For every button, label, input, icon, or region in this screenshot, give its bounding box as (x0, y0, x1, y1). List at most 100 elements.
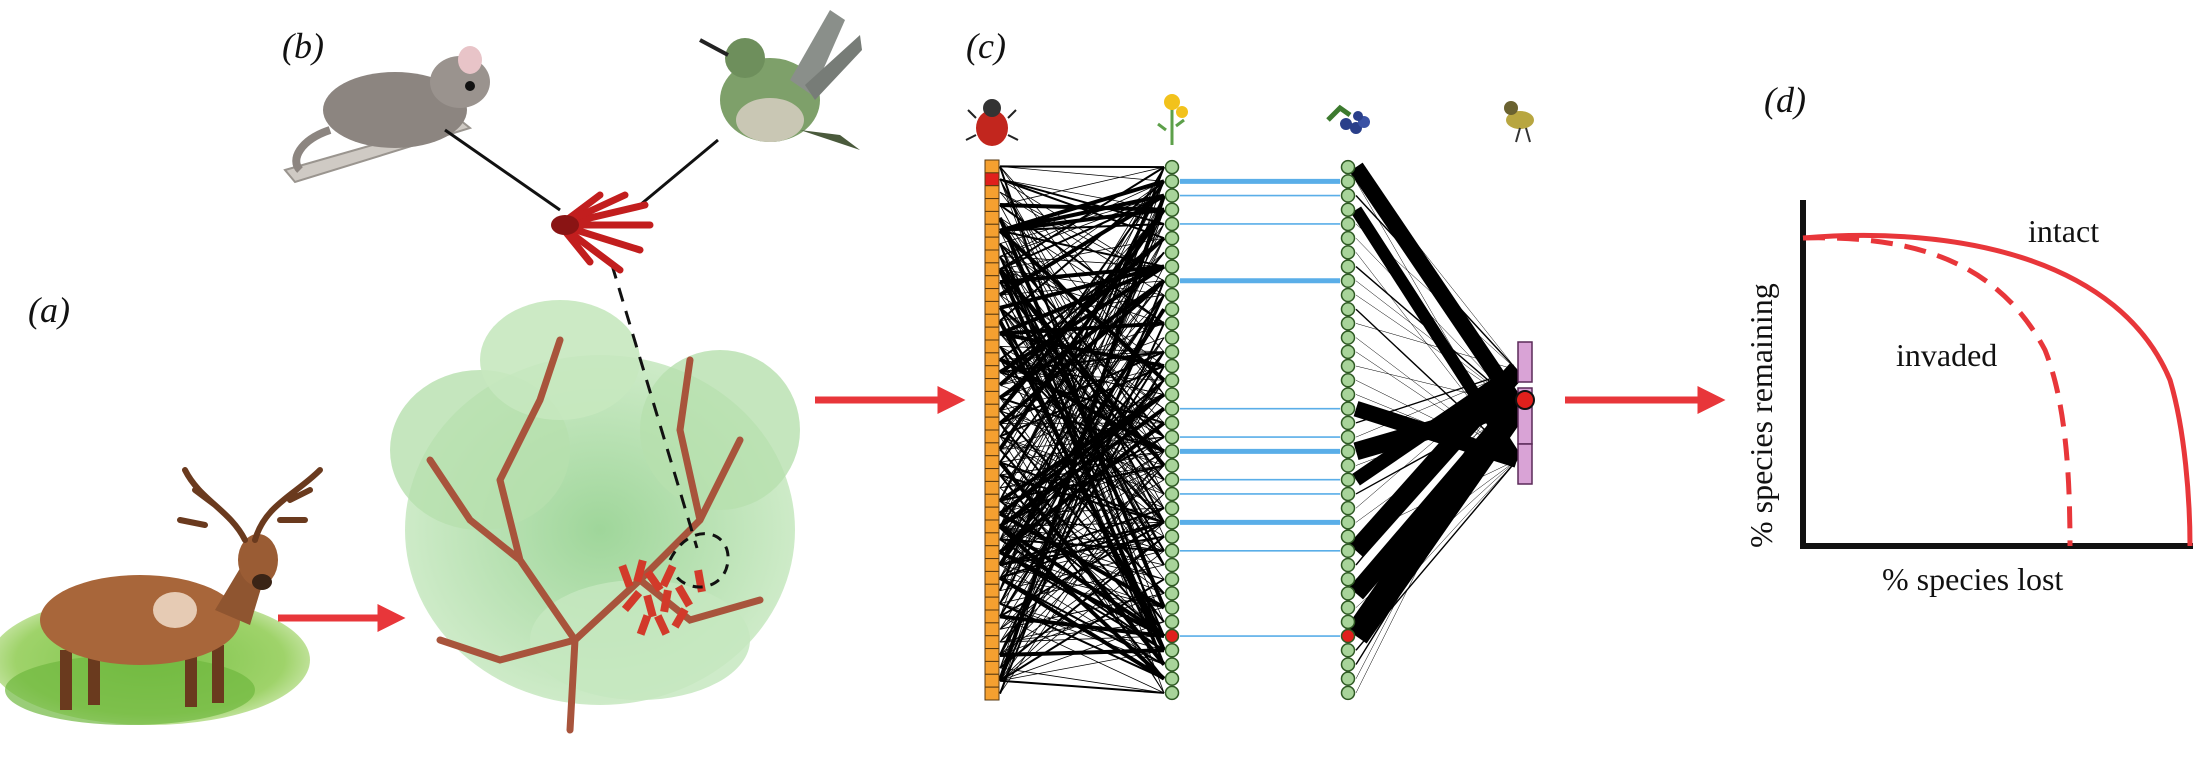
pollination-link (999, 178, 1165, 239)
pollinator-node (984, 558, 1000, 572)
pollination-link (999, 507, 1165, 630)
plant-node (1340, 273, 1356, 289)
pollinator-node (984, 275, 1000, 290)
plant-node (1340, 529, 1356, 544)
highlighted-disperser-node (1515, 390, 1535, 410)
pollination-link (999, 237, 1165, 361)
plant-node (1340, 301, 1356, 317)
pollinator-node (984, 262, 1000, 277)
pollination-link (999, 166, 1165, 353)
plant-node (1340, 188, 1356, 203)
pollinator-node (984, 570, 1000, 585)
pollinator-node (984, 300, 1000, 315)
pollination-link (999, 602, 1165, 680)
pollinator-node (984, 339, 1000, 354)
pollination-link (999, 178, 1165, 282)
pollination-link (999, 281, 1165, 410)
extinction-plot: intact invaded % species lost % species … (1743, 200, 2193, 597)
pollination-link (998, 208, 1166, 451)
pollination-link (999, 345, 1165, 637)
pollination-link (999, 166, 1165, 271)
pollination-link (999, 333, 1165, 523)
pollination-link (999, 667, 1165, 694)
plant-node (1164, 657, 1180, 672)
pollination-link (999, 649, 1165, 682)
pollination-link (999, 397, 1165, 523)
plant-node (1164, 628, 1180, 644)
plant-node (1164, 174, 1180, 189)
plant-node (1340, 614, 1356, 630)
plant-node (1164, 643, 1180, 658)
plant-node (1340, 429, 1356, 445)
pollination-link (999, 179, 1165, 537)
plant-node (1340, 259, 1356, 274)
plant-node (1164, 387, 1180, 402)
plant-node (1340, 387, 1356, 402)
plant-node (1164, 472, 1180, 487)
plant-node (1164, 515, 1180, 530)
plant-node (1340, 330, 1356, 345)
pollination-link (999, 450, 1165, 476)
pollinator-node (984, 686, 1000, 701)
pollination-link (999, 423, 1165, 694)
pollination-link (999, 436, 1165, 528)
pollination-link (999, 256, 1165, 267)
dispersal-link (1345, 397, 1528, 644)
pollinator-node (984, 313, 1000, 328)
pollination-link (999, 337, 1165, 399)
plant-node (1164, 458, 1180, 473)
plant-node (1164, 159, 1180, 175)
pollination-link (999, 223, 1165, 501)
pollination-link (999, 603, 1165, 651)
dispersal-link (1348, 363, 1525, 558)
pollinator-node (984, 622, 1000, 637)
plant-node (1164, 571, 1180, 587)
network-links (998, 162, 1528, 694)
pollination-link (999, 294, 1165, 656)
pollinator-node (984, 352, 1000, 367)
plant-node (1340, 571, 1356, 587)
plant-node (1340, 316, 1356, 331)
link-marsupial-flower (444, 128, 561, 212)
plant-node (1164, 344, 1180, 360)
pollination-link (999, 422, 1165, 424)
pollinator-node (984, 416, 1000, 431)
marsupial-icon (283, 46, 490, 184)
pollination-link (999, 307, 1165, 523)
plant-node (1340, 515, 1356, 530)
plant-node (1340, 373, 1356, 388)
pollination-link (999, 209, 1165, 681)
plant-node (1164, 614, 1180, 630)
pollination-link (999, 294, 1165, 476)
pollinator-node (984, 288, 1000, 302)
pollination-link (999, 166, 1165, 591)
pollination-link (999, 264, 1165, 336)
plant-node (1164, 671, 1180, 686)
plant-node (1164, 287, 1180, 303)
plant-node (1340, 245, 1356, 260)
pollinator-node (984, 378, 1000, 392)
pollinator-node (984, 159, 1000, 174)
pollinator-node (984, 429, 1000, 444)
beetle-icon (965, 99, 1019, 146)
panel-label-b: (b) (282, 26, 324, 66)
plant-node (1340, 358, 1356, 374)
plant-node (1340, 472, 1356, 487)
pollinator-node (984, 583, 1000, 598)
plant-node (1340, 230, 1356, 246)
plant-node (1340, 344, 1356, 360)
plant-node (1340, 586, 1356, 601)
pollinator-node (984, 185, 1000, 200)
plant-node (1340, 671, 1356, 686)
pollinator-node (984, 506, 1000, 521)
disperser-node (1517, 443, 1533, 485)
plant-node (1164, 586, 1180, 601)
pollinator-node (984, 236, 1000, 251)
plant-node (1164, 259, 1180, 274)
hummingbird-icon (699, 10, 862, 150)
pollinator-node (984, 519, 1000, 534)
pollination-link (999, 603, 1165, 665)
plant-node (1164, 401, 1180, 416)
network-header (965, 94, 1534, 146)
